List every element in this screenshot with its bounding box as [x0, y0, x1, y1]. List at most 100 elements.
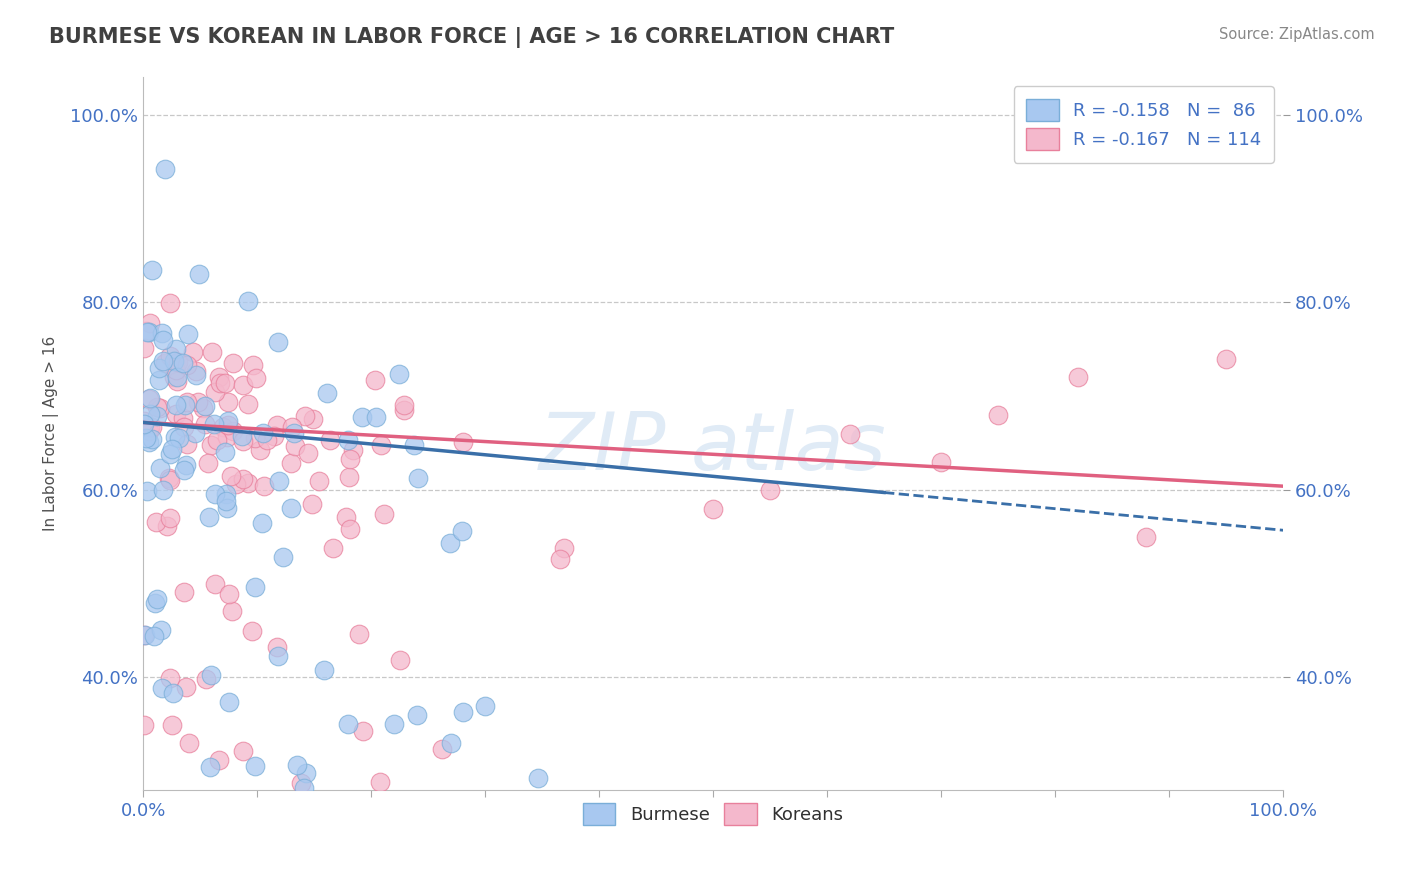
- Point: [215, 430, 238, 444]
- Point: [153, 161, 176, 176]
- Point: [204, 577, 226, 591]
- Point: [240, 624, 263, 639]
- Point: [167, 431, 190, 445]
- Point: [252, 425, 274, 440]
- Point: [266, 417, 288, 432]
- Point: [136, 483, 159, 498]
- Point: [245, 431, 267, 445]
- Point: [195, 672, 218, 686]
- Point: [211, 420, 233, 434]
- Point: [177, 736, 200, 750]
- Point: [145, 401, 167, 415]
- Point: [394, 403, 416, 417]
- Point: [218, 695, 240, 709]
- Point: [1215, 351, 1237, 366]
- Point: [139, 407, 162, 421]
- Point: [165, 343, 187, 357]
- Point: [136, 325, 159, 339]
- Point: [135, 431, 157, 445]
- Point: [201, 345, 224, 359]
- Point: [198, 509, 221, 524]
- Point: [139, 391, 162, 405]
- Point: [364, 373, 387, 387]
- Point: [217, 418, 239, 433]
- Point: [150, 681, 173, 696]
- Point: [166, 370, 188, 384]
- Point: [242, 358, 264, 372]
- Point: [405, 707, 427, 722]
- Point: [152, 333, 174, 347]
- Point: [294, 409, 316, 423]
- Point: [342, 442, 364, 457]
- Point: [176, 680, 198, 694]
- Point: [141, 420, 163, 434]
- Point: [156, 519, 179, 533]
- Point: [205, 434, 228, 448]
- Point: [388, 367, 411, 381]
- Point: [337, 717, 360, 731]
- Point: [138, 424, 160, 438]
- Point: [153, 356, 176, 370]
- Point: [370, 438, 392, 452]
- Point: [163, 370, 186, 384]
- Point: [266, 640, 288, 655]
- Point: [406, 471, 429, 485]
- Point: [267, 334, 290, 349]
- Point: [548, 552, 571, 566]
- Point: [134, 627, 156, 641]
- Point: [141, 433, 163, 447]
- Point: [225, 477, 247, 491]
- Point: [451, 434, 474, 449]
- Point: [204, 417, 226, 431]
- Point: [200, 667, 222, 681]
- Point: [373, 508, 395, 522]
- Point: [266, 648, 288, 663]
- Point: [243, 758, 266, 772]
- Point: [187, 395, 209, 409]
- Point: [173, 584, 195, 599]
- Point: [149, 401, 172, 415]
- Point: [364, 410, 387, 425]
- Point: [160, 442, 183, 457]
- Point: [214, 445, 236, 459]
- Point: [200, 438, 222, 452]
- Point: [319, 433, 342, 447]
- Point: [1135, 530, 1157, 544]
- Point: [138, 392, 160, 406]
- Point: [404, 438, 426, 452]
- Point: [157, 471, 180, 485]
- Point: [253, 479, 276, 493]
- Point: [221, 604, 243, 618]
- Point: [256, 433, 278, 447]
- Point: [232, 378, 254, 392]
- Point: [208, 369, 231, 384]
- Point: [218, 587, 240, 601]
- Point: [138, 435, 160, 450]
- Point: [187, 267, 209, 281]
- Point: [172, 356, 194, 370]
- Point: [238, 293, 260, 308]
- Point: [183, 425, 205, 440]
- Point: [184, 368, 207, 383]
- Point: [236, 476, 259, 491]
- Point: [232, 472, 254, 486]
- Point: [146, 591, 169, 606]
- Point: [159, 296, 181, 310]
- Point: [219, 469, 242, 483]
- Point: [368, 774, 391, 789]
- Point: [263, 429, 285, 443]
- Point: [198, 760, 221, 774]
- Point: [451, 706, 474, 720]
- Point: [132, 628, 155, 642]
- Point: [238, 396, 260, 410]
- Legend: Burmese, Koreans: Burmese, Koreans: [574, 794, 852, 834]
- Point: [474, 698, 496, 713]
- Point: [350, 409, 373, 424]
- Point: [174, 458, 197, 472]
- Point: [232, 434, 254, 449]
- Point: [132, 413, 155, 427]
- Point: [176, 437, 198, 451]
- Point: [273, 549, 295, 564]
- Point: [339, 452, 361, 467]
- Point: [322, 541, 344, 556]
